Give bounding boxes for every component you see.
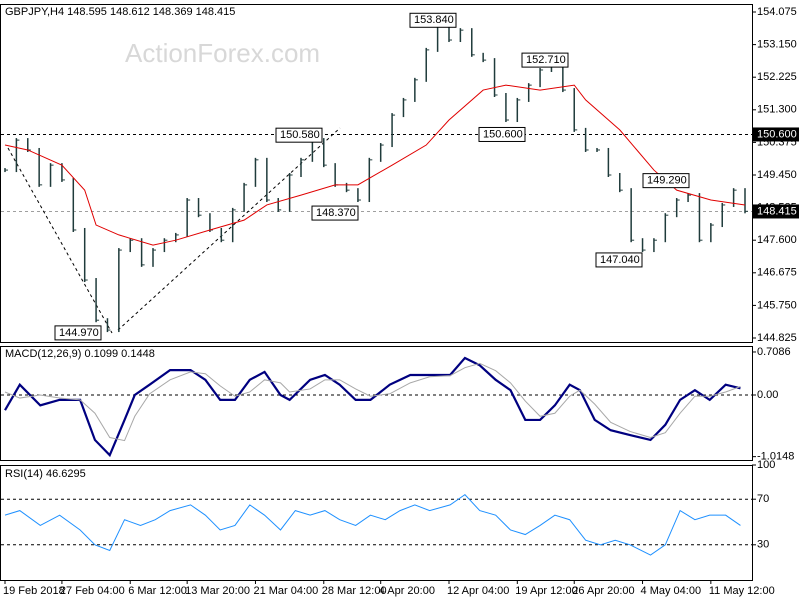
indicator-line xyxy=(4,493,741,556)
price-badge-label: 150.600 xyxy=(757,128,797,140)
price-annotation: 150.580 xyxy=(280,129,320,141)
price-annotation: 149.290 xyxy=(647,175,687,187)
y-tick-label: 149.450 xyxy=(757,169,797,181)
y-tick-label: 145.750 xyxy=(757,299,797,311)
macd-panel xyxy=(0,346,753,461)
y-tick-label: 100 xyxy=(757,459,775,471)
y-tick-label: -1.0148 xyxy=(757,451,794,463)
price-annotation: 152.710 xyxy=(526,54,566,66)
x-tick-label: 4 Apr 20:00 xyxy=(379,585,435,597)
y-tick-label: 146.675 xyxy=(757,267,797,279)
price-badge-label: 148.415 xyxy=(757,205,797,217)
price-annotation-box xyxy=(409,12,457,28)
price-annotation-box xyxy=(595,252,643,268)
chart-title: GBPJPY,H4 148.595 148.612 148.369 148.41… xyxy=(5,6,235,18)
price-badge xyxy=(753,204,799,219)
y-tick-label: 0.00 xyxy=(757,389,778,401)
x-tick-label: 4 May 04:00 xyxy=(641,585,702,597)
price-annotation-box xyxy=(311,205,359,221)
y-tick-label: 0.7086 xyxy=(757,346,791,358)
watermark: ActionForex.com xyxy=(125,38,320,68)
price-badge xyxy=(753,127,799,142)
trend-line xyxy=(7,147,113,334)
y-tick-label: 151.300 xyxy=(757,104,797,116)
price-panel xyxy=(0,4,753,343)
indicator-line xyxy=(4,356,741,458)
y-tick-label: 144.825 xyxy=(757,332,797,344)
y-tick-label: 30 xyxy=(757,539,769,551)
y-tick-label: 147.600 xyxy=(757,234,797,246)
moving-average xyxy=(4,84,746,246)
indicator-line xyxy=(4,362,741,442)
price-annotation-box xyxy=(275,127,323,143)
x-tick-label: 19 Apr 12:00 xyxy=(515,585,577,597)
x-tick-label: 13 Mar 20:00 xyxy=(185,585,250,597)
price-annotation: 148.370 xyxy=(316,207,356,219)
trend-line xyxy=(117,127,341,331)
y-tick-label: 154.075 xyxy=(757,6,797,18)
y-tick-label: 153.150 xyxy=(757,39,797,51)
price-annotation-box xyxy=(642,173,690,189)
x-tick-label: 6 Mar 12:00 xyxy=(128,585,187,597)
x-tick-label: 11 May 12:00 xyxy=(709,585,775,597)
y-tick-label: 152.225 xyxy=(757,71,797,83)
x-tick-label: 26 Apr 20:00 xyxy=(572,585,634,597)
price-annotation: 150.600 xyxy=(483,128,523,140)
price-annotation: 153.840 xyxy=(414,14,454,26)
y-tick-label: 70 xyxy=(757,493,769,505)
macd-title: MACD(12,26,9) 0.1099 0.1448 xyxy=(5,348,155,360)
price-annotation-box xyxy=(54,325,102,341)
x-tick-label: 12 Apr 04:00 xyxy=(447,585,509,597)
rsi-panel xyxy=(0,465,753,581)
price-annotation-box xyxy=(521,52,569,68)
price-annotation: 144.970 xyxy=(59,327,99,339)
price-annotation: 147.040 xyxy=(600,254,640,266)
x-tick-label: 19 Feb 2018 xyxy=(3,585,65,597)
rsi-title: RSI(14) 46.6295 xyxy=(5,468,86,480)
x-tick-label: 28 Mar 12:00 xyxy=(322,585,387,597)
x-tick-label: 27 Feb 04:00 xyxy=(60,585,125,597)
x-tick-label: 21 Mar 04:00 xyxy=(253,585,318,597)
price-annotation-box xyxy=(478,126,526,142)
